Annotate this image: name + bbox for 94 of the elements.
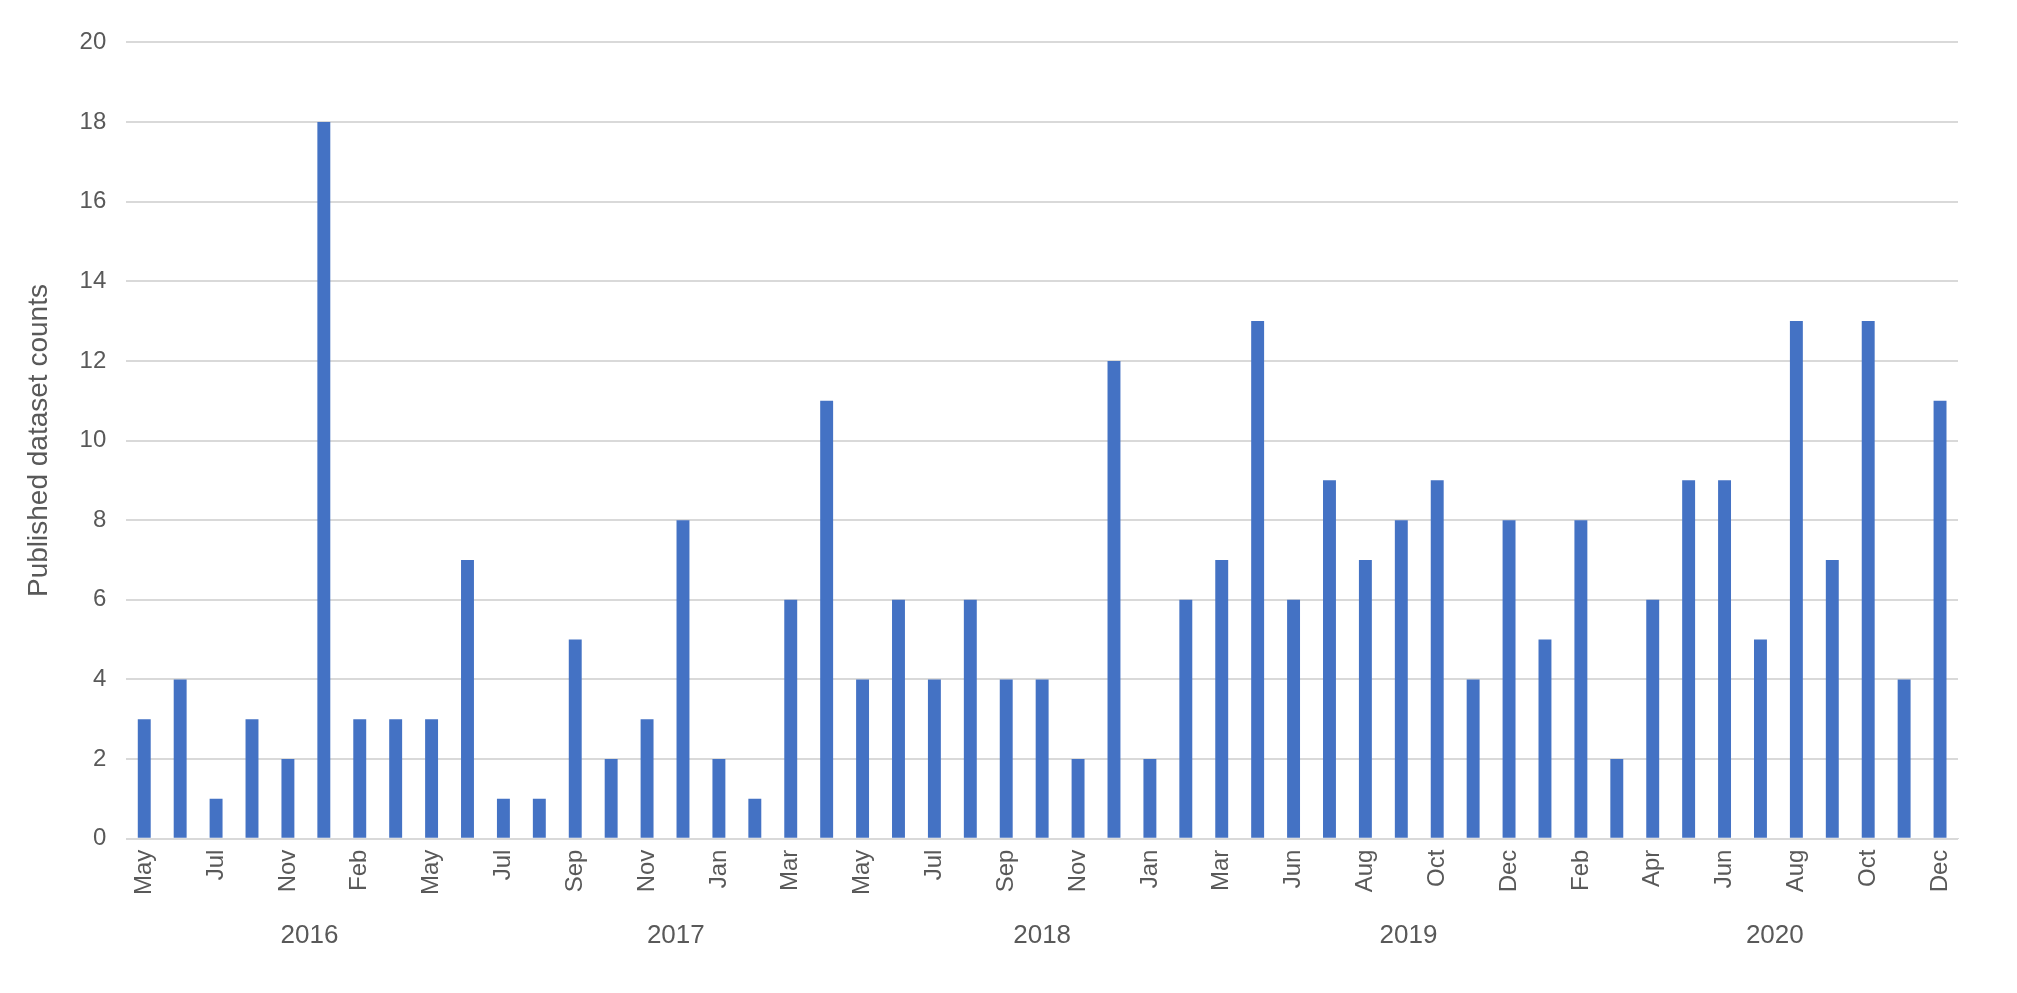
x-tick-label: Apr <box>1637 849 1665 888</box>
y-tick-label: 6 <box>92 584 107 612</box>
bar <box>317 122 331 838</box>
bar <box>856 679 870 838</box>
bar <box>1107 360 1121 838</box>
y-tick-label: 10 <box>79 425 107 453</box>
bar <box>496 798 510 838</box>
bar <box>1574 520 1588 838</box>
bar <box>1071 759 1085 838</box>
y-tick-label: 8 <box>92 504 107 532</box>
bar <box>640 719 654 838</box>
bar <box>1466 679 1480 838</box>
bar <box>1394 520 1408 838</box>
x-tick-label: Dec <box>1924 849 1952 893</box>
bar <box>712 759 726 838</box>
x-tick-label: Mar <box>775 849 803 891</box>
bar <box>1358 559 1372 838</box>
text: 2020 <box>1745 919 1804 950</box>
x-tick-label: Jun <box>1709 849 1737 889</box>
bar <box>1789 321 1803 838</box>
bar <box>748 798 762 838</box>
y-axis-title: Published dataset counts <box>21 284 53 597</box>
x-tick-label: Aug <box>1781 849 1808 893</box>
bar <box>1861 321 1875 838</box>
x-tick-label: Jan <box>1134 849 1162 889</box>
bar <box>568 639 582 838</box>
x-tick-label: Jun <box>1278 849 1306 889</box>
bar <box>1215 559 1229 838</box>
bar <box>999 679 1013 838</box>
y-tick-label: 0 <box>92 823 107 851</box>
bar <box>137 719 151 838</box>
x-tick-label: Sep <box>990 849 1018 893</box>
text: 2016 <box>280 919 339 950</box>
y-tick-label: 2 <box>92 743 107 771</box>
x-tick-label: Aug <box>1350 849 1378 893</box>
x-tick-label: Oct <box>1421 849 1449 887</box>
x-tick-label: Jul <box>488 849 516 881</box>
y-tick-label: 12 <box>79 345 107 373</box>
bar <box>353 719 367 838</box>
text: 2017 <box>646 919 705 950</box>
bar <box>892 599 905 838</box>
x-tick-label: Dec <box>1493 849 1521 893</box>
x-tick-label: Nov <box>631 849 659 893</box>
bar <box>245 719 259 838</box>
bar <box>532 798 546 838</box>
text: 2018 <box>1013 919 1072 950</box>
y-tick-label: 18 <box>79 106 107 134</box>
x-tick-label: May <box>416 849 444 895</box>
bar <box>1251 321 1265 838</box>
bar <box>1754 639 1767 838</box>
x-tick-label: Mar <box>1206 849 1234 891</box>
bar <box>1323 480 1336 838</box>
bar <box>784 599 798 838</box>
bar <box>1502 520 1516 838</box>
bar <box>676 520 690 838</box>
x-tick-label: Feb <box>344 849 372 892</box>
y-tick-label: 14 <box>79 265 107 293</box>
bar <box>1610 759 1624 838</box>
x-tick-label: Sep <box>559 849 587 893</box>
x-tick-label: Feb <box>1565 849 1593 892</box>
x-tick-label: Jan <box>703 849 731 889</box>
bar <box>1933 400 1947 838</box>
bar <box>604 759 618 838</box>
bar <box>173 679 187 838</box>
x-tick-label: May <box>847 849 875 895</box>
bar <box>820 400 834 838</box>
bar <box>1718 480 1732 838</box>
bar <box>927 679 941 838</box>
bar <box>1538 639 1552 838</box>
x-tick-label: Jul <box>919 849 947 881</box>
bar <box>1646 599 1660 838</box>
bar <box>1897 679 1911 838</box>
bar <box>389 719 403 838</box>
bar <box>963 599 977 838</box>
bar <box>1430 480 1444 838</box>
bar <box>1143 759 1157 838</box>
bar <box>425 719 439 838</box>
y-tick-label: 16 <box>79 186 107 214</box>
x-tick-label: May <box>128 849 156 895</box>
x-tick-label: Nov <box>1062 849 1090 893</box>
bar <box>1825 559 1839 838</box>
bar <box>209 798 223 838</box>
x-tick-label: Nov <box>272 849 300 893</box>
y-tick-label: 20 <box>79 27 107 55</box>
bar <box>461 559 474 838</box>
text: 2019 <box>1379 919 1438 950</box>
bar <box>1287 599 1301 838</box>
bar <box>1682 480 1696 838</box>
x-tick-label: Jul <box>200 849 228 881</box>
bar <box>1035 679 1049 838</box>
x-tick-label: Oct <box>1852 849 1880 887</box>
bar <box>281 759 295 838</box>
bar <box>1179 599 1193 838</box>
y-tick-label: 4 <box>92 664 107 692</box>
